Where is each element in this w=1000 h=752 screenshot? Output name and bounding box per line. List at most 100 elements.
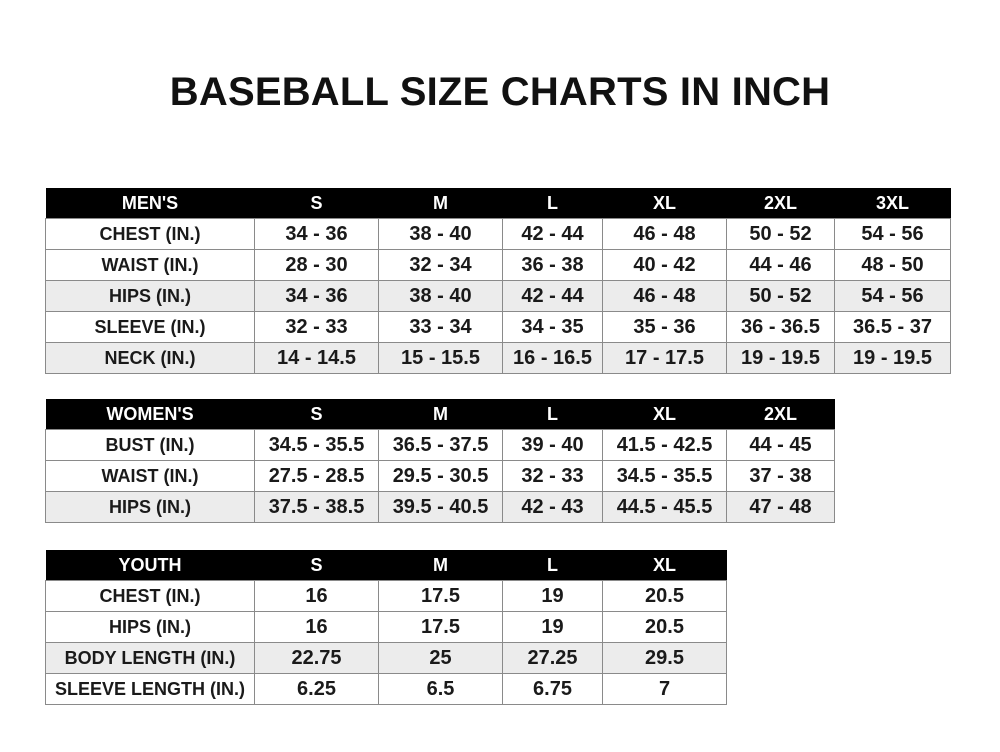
table-row: WAIST (IN.) 27.5 - 28.5 29.5 - 30.5 32 - 33…: [45, 460, 835, 492]
size-header: S: [254, 550, 379, 581]
womens-size-table: WOMEN'S S M L XL 2XL BUST (IN.) 34.5 - 35.5 36.5…: [45, 399, 835, 523]
measurement-label: CHEST (IN.): [45, 580, 255, 612]
measurement-cell: 22.75: [254, 642, 379, 674]
measurement-cell: 48 - 50: [834, 249, 951, 281]
size-header: M: [378, 188, 503, 219]
measurement-cell: 29.5 - 30.5: [378, 460, 503, 492]
size-header: M: [378, 399, 503, 430]
measurement-cell: 39.5 - 40.5: [378, 491, 503, 523]
table-row: SLEEVE (IN.) 32 - 33 33 - 34 34 - 35 35 - 36…: [45, 311, 951, 343]
measurement-cell: 16: [254, 580, 379, 612]
measurement-label: HIPS (IN.): [45, 491, 255, 523]
size-header: XL: [602, 399, 727, 430]
table-row: CHEST (IN.) 16 17.5 19 20.5: [45, 580, 727, 612]
measurement-cell: 17.5: [378, 580, 503, 612]
table-row: BODY LENGTH (IN.) 22.75 25 27.25 29.5: [45, 642, 727, 674]
measurement-cell: 16: [254, 611, 379, 643]
measurement-cell: 7: [602, 673, 727, 705]
measurement-label: HIPS (IN.): [45, 280, 255, 312]
measurement-cell: 19 - 19.5: [726, 342, 835, 374]
measurement-cell: 15 - 15.5: [378, 342, 503, 374]
measurement-cell: 34.5 - 35.5: [254, 429, 379, 461]
measurement-cell: 42 - 44: [502, 218, 603, 250]
size-header: L: [502, 550, 603, 581]
table-row: BUST (IN.) 34.5 - 35.5 36.5 - 37.5 39 - 40 4…: [45, 429, 835, 461]
measurement-label: BUST (IN.): [45, 429, 255, 461]
measurement-cell: 32 - 33: [254, 311, 379, 343]
table-row: HIPS (IN.) 16 17.5 19 20.5: [45, 611, 727, 643]
measurement-cell: 54 - 56: [834, 280, 951, 312]
measurement-label: CHEST (IN.): [45, 218, 255, 250]
size-header: L: [502, 188, 603, 219]
measurement-cell: 25: [378, 642, 503, 674]
table-row: HIPS (IN.) 34 - 36 38 - 40 42 - 44 46 - 48 50…: [45, 280, 951, 312]
size-header: S: [254, 399, 379, 430]
measurement-label: NECK (IN.): [45, 342, 255, 374]
measurement-cell: 19 - 19.5: [834, 342, 951, 374]
measurement-cell: 44 - 45: [726, 429, 835, 461]
measurement-cell: 20.5: [602, 611, 727, 643]
size-header: M: [378, 550, 503, 581]
measurement-cell: 19: [502, 580, 603, 612]
measurement-cell: 20.5: [602, 580, 727, 612]
measurement-cell: 41.5 - 42.5: [602, 429, 727, 461]
measurement-cell: 46 - 48: [602, 218, 727, 250]
measurement-cell: 17 - 17.5: [602, 342, 727, 374]
size-header: 3XL: [834, 188, 951, 219]
measurement-cell: 19: [502, 611, 603, 643]
measurement-cell: 44 - 46: [726, 249, 835, 281]
measurement-label: WAIST (IN.): [45, 249, 255, 281]
measurement-label: SLEEVE LENGTH (IN.): [45, 673, 255, 705]
measurement-cell: 27.25: [502, 642, 603, 674]
youth-size-table: YOUTH S M L XL CHEST (IN.) 16 17.5 19 20.5 HIPS (I…: [45, 550, 727, 705]
measurement-cell: 36 - 38: [502, 249, 603, 281]
measurement-cell: 34.5 - 35.5: [602, 460, 727, 492]
measurement-cell: 28 - 30: [254, 249, 379, 281]
measurement-cell: 40 - 42: [602, 249, 727, 281]
measurement-cell: 34 - 36: [254, 218, 379, 250]
table-row: WAIST (IN.) 28 - 30 32 - 34 36 - 38 40 - 42 4…: [45, 249, 951, 281]
measurement-label: SLEEVE (IN.): [45, 311, 255, 343]
measurement-cell: 37.5 - 38.5: [254, 491, 379, 523]
size-header: L: [502, 399, 603, 430]
size-header: XL: [602, 550, 727, 581]
header-row: YOUTH S M L XL: [45, 550, 727, 581]
measurement-cell: 35 - 36: [602, 311, 727, 343]
category-header: YOUTH: [45, 550, 255, 581]
measurement-cell: 38 - 40: [378, 218, 503, 250]
measurement-cell: 16 - 16.5: [502, 342, 603, 374]
measurement-cell: 32 - 33: [502, 460, 603, 492]
table-row: HIPS (IN.) 37.5 - 38.5 39.5 - 40.5 42 - 43 4…: [45, 491, 835, 523]
measurement-cell: 36 - 36.5: [726, 311, 835, 343]
size-header: S: [254, 188, 379, 219]
measurement-cell: 38 - 40: [378, 280, 503, 312]
measurement-cell: 54 - 56: [834, 218, 951, 250]
measurement-cell: 39 - 40: [502, 429, 603, 461]
table-row: NECK (IN.) 14 - 14.5 15 - 15.5 16 - 16.5 17 …: [45, 342, 951, 374]
size-header: 2XL: [726, 188, 835, 219]
measurement-label: WAIST (IN.): [45, 460, 255, 492]
measurement-cell: 36.5 - 37: [834, 311, 951, 343]
table-row: CHEST (IN.) 34 - 36 38 - 40 42 - 44 46 - 48 5…: [45, 218, 951, 250]
measurement-cell: 6.5: [378, 673, 503, 705]
measurement-cell: 29.5: [602, 642, 727, 674]
measurement-cell: 32 - 34: [378, 249, 503, 281]
mens-size-table: MEN'S S M L XL 2XL 3XL CHEST (IN.) 34 - 36 38 - 4…: [45, 188, 951, 374]
measurement-cell: 6.25: [254, 673, 379, 705]
measurement-cell: 34 - 36: [254, 280, 379, 312]
measurement-cell: 6.75: [502, 673, 603, 705]
header-row: MEN'S S M L XL 2XL 3XL: [45, 188, 951, 219]
size-header: XL: [602, 188, 727, 219]
measurement-label: BODY LENGTH (IN.): [45, 642, 255, 674]
measurement-label: HIPS (IN.): [45, 611, 255, 643]
measurement-cell: 34 - 35: [502, 311, 603, 343]
measurement-cell: 46 - 48: [602, 280, 727, 312]
table-row: SLEEVE LENGTH (IN.) 6.25 6.5 6.75 7: [45, 673, 727, 705]
size-header: 2XL: [726, 399, 835, 430]
page-title: BASEBALL SIZE CHARTS IN INCH: [169, 70, 831, 114]
category-header: MEN'S: [45, 188, 255, 219]
header-row: WOMEN'S S M L XL 2XL: [45, 399, 835, 430]
measurement-cell: 50 - 52: [726, 280, 835, 312]
measurement-cell: 47 - 48: [726, 491, 835, 523]
measurement-cell: 42 - 44: [502, 280, 603, 312]
